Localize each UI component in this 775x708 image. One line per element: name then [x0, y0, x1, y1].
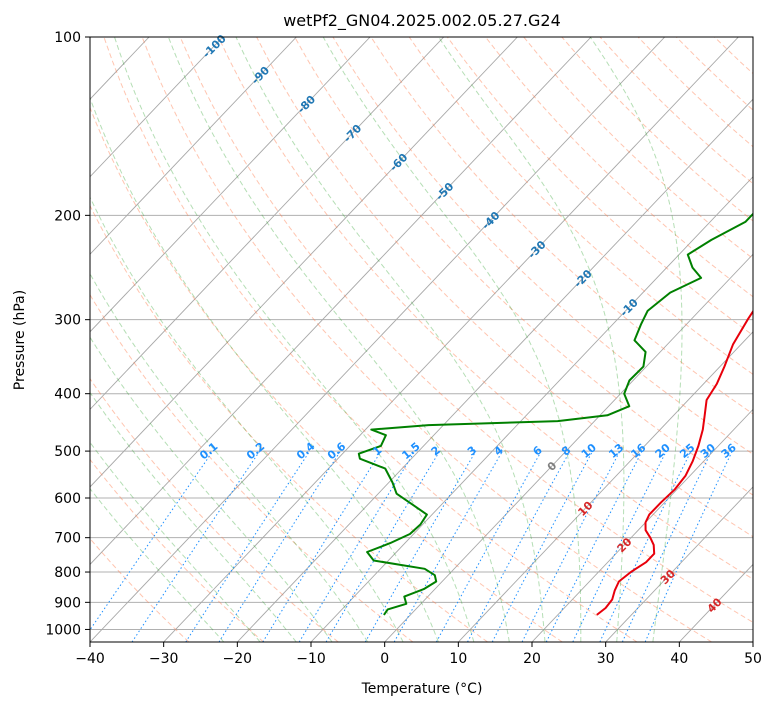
- dry-adiabat: [217, 37, 753, 580]
- y-tick-label: 500: [54, 444, 81, 460]
- mixing-ratio-line: [393, 450, 503, 642]
- dry-adiabat: [103, 37, 638, 642]
- moist-adiabat: [90, 336, 333, 642]
- mixing-ratio-line: [298, 450, 416, 642]
- isotherm-line: [531, 408, 753, 642]
- isotherm-line: [384, 253, 753, 642]
- isotherm-line: [90, 37, 666, 642]
- moist-adiabat: [167, 37, 510, 642]
- moist-adiabat: [90, 441, 261, 642]
- y-tick-label: 800: [54, 565, 81, 581]
- moist-adiabat: [90, 391, 297, 642]
- mixing-ratio-line: [572, 450, 667, 642]
- isotherm-line: [90, 37, 371, 333]
- chart-title: wetPf2_GN04.2025.002.05.27.G24: [283, 11, 561, 31]
- x-tick-label: −40: [75, 651, 105, 667]
- y-tick-label: 900: [54, 595, 81, 611]
- mixing-ratio-line: [90, 450, 214, 631]
- dry-adiabat: [90, 458, 264, 642]
- dry-adiabat: [179, 37, 753, 623]
- dry-adiabat: [370, 37, 753, 415]
- y-axis-title: Pressure (hPa): [12, 290, 28, 390]
- y-tick-label: 200: [54, 208, 81, 224]
- dry-adiabat: [141, 37, 712, 642]
- mixing-ratio-line: [435, 450, 542, 642]
- y-tick-label: 100: [54, 30, 81, 46]
- isotherm-line: [90, 37, 224, 178]
- isotherm-line: [90, 37, 518, 488]
- moist-adiabat: [322, 37, 582, 642]
- isotherm-line: [90, 37, 445, 411]
- temperature-profile: [596, 309, 753, 616]
- moist-adiabat: [90, 272, 369, 642]
- mixing-ratio-line: [545, 450, 643, 642]
- y-tick-label: 600: [54, 491, 81, 507]
- dry-adiabat: [485, 37, 753, 298]
- profile-lines: [357, 212, 753, 616]
- mixing-ratio-line: [644, 450, 733, 642]
- dry-adiabat: [408, 37, 753, 375]
- isotherm-line: [605, 486, 753, 642]
- isotherm-line: [90, 37, 592, 566]
- isotherm-line: [163, 37, 739, 642]
- dry-adiabat: [90, 537, 190, 642]
- dry-adiabat: [90, 106, 563, 642]
- mixing-ratio-line: [131, 450, 261, 642]
- mixing-ratio-line: [262, 450, 382, 642]
- moist-adiabat: [589, 37, 683, 642]
- y-tick-label: 1000: [45, 622, 81, 638]
- moist-adiabat: [114, 37, 475, 642]
- y-tick-label: 700: [54, 531, 81, 547]
- x-tick-label: 10: [449, 651, 467, 667]
- x-tick-label: 30: [597, 651, 615, 667]
- x-tick-label: −30: [149, 651, 179, 667]
- dry-adiabat: [294, 37, 753, 496]
- mixing-ratio-line: [218, 450, 341, 642]
- x-axis-title: Temperature (°C): [361, 681, 483, 697]
- x-tick-label: 40: [670, 651, 688, 667]
- moist-adiabat: [90, 487, 225, 642]
- x-tick-label: −10: [296, 651, 326, 667]
- background-lines: [90, 37, 753, 642]
- x-tick-label: 50: [744, 651, 762, 667]
- dry-adiabat: [90, 204, 488, 642]
- y-tick-label: 400: [54, 387, 81, 403]
- isotherm-line: [310, 176, 753, 642]
- moist-adiabat: [235, 37, 546, 642]
- x-tick-label: −20: [223, 651, 253, 667]
- x-tick-label: 20: [523, 651, 541, 667]
- axes: −40 −30 −20 −10 0 10 20 30 40 50 100 200 300 400 500 60…: [45, 30, 762, 667]
- isotherm-line: [237, 98, 753, 642]
- dewpoint-profile: [357, 212, 753, 616]
- x-tick-label: 0: [380, 651, 389, 667]
- moist-adiabat: [90, 196, 404, 642]
- dry-adiabat: [90, 293, 414, 642]
- isotherm-line: [458, 331, 753, 642]
- isotherm-line: [90, 37, 297, 255]
- mixing-ratio-line: [185, 450, 311, 642]
- y-tick-label: 300: [54, 313, 81, 329]
- plot-frame: [89, 36, 754, 643]
- mixing-ratio-line: [467, 450, 571, 642]
- moist-adiabat: [90, 96, 439, 642]
